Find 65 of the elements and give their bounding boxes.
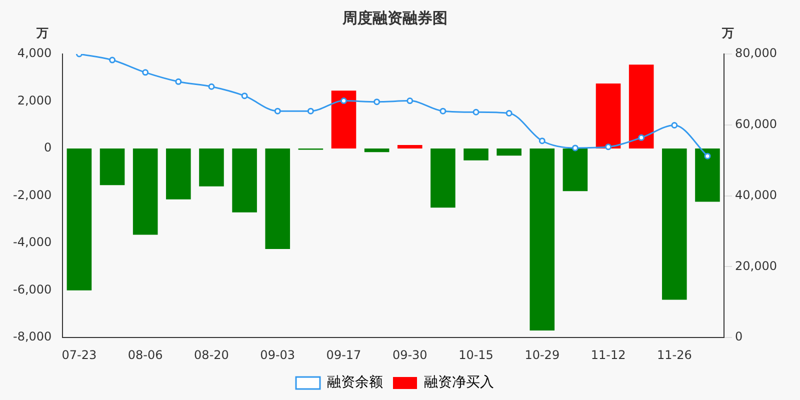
bar <box>265 148 290 249</box>
y-tick-label: -4,000 <box>12 235 52 250</box>
y-axis-title: 万 <box>36 26 49 40</box>
bar <box>232 148 257 212</box>
bar <box>331 90 356 149</box>
x-tick-label: 08-20 <box>194 348 229 362</box>
point <box>208 83 215 90</box>
bar <box>628 64 654 149</box>
point <box>274 108 281 114</box>
x-tick-label: 07-23 <box>62 348 97 362</box>
point <box>704 152 711 160</box>
y-tick-label: 2,000 <box>17 93 52 108</box>
legend-label: 融资净买入 <box>424 374 494 391</box>
chart-title: 周度融资融券图 <box>342 8 448 27</box>
bar <box>562 148 588 192</box>
bar <box>100 148 125 186</box>
point <box>440 108 446 114</box>
y2-tick-label: 40,000 <box>735 188 778 202</box>
y2-tick-label: 0 <box>735 330 743 344</box>
point <box>572 144 578 152</box>
bar <box>199 148 224 186</box>
point <box>638 134 645 141</box>
point <box>506 110 512 116</box>
x-tick-label: 09-03 <box>260 348 296 362</box>
y2-tick-label: 80,000 <box>735 46 778 60</box>
y2-axis-title: 万 <box>721 26 734 40</box>
bar <box>166 148 191 200</box>
legend-label: 融资余额 <box>327 374 383 391</box>
bar <box>66 148 92 290</box>
bar <box>397 144 422 149</box>
x-tick-label: 10-15 <box>458 348 494 362</box>
y-tick-label: -6,000 <box>12 282 52 296</box>
x-tick-label: 10-29 <box>524 348 560 362</box>
bar <box>662 148 687 300</box>
point <box>671 122 678 129</box>
point <box>538 138 546 144</box>
bar <box>596 84 621 149</box>
bar <box>464 148 488 160</box>
point <box>340 98 347 104</box>
x-tick-label: 09-17 <box>326 348 362 362</box>
bar <box>695 148 720 202</box>
point <box>175 78 182 85</box>
y-tick-label: -2,000 <box>12 188 52 202</box>
point <box>142 69 149 76</box>
point <box>374 98 380 106</box>
point <box>472 108 480 116</box>
bar <box>496 148 522 156</box>
y-tick-label: -8,000 <box>12 330 52 344</box>
x-tick-label: 11-26 <box>656 348 692 362</box>
x-tick-label: 11-12 <box>590 348 626 362</box>
point <box>307 108 314 114</box>
y-tick-label: 0 <box>44 140 52 155</box>
bar <box>132 148 158 235</box>
bar <box>364 148 390 152</box>
y2-tick-label: 60,000 <box>735 117 778 132</box>
bar <box>430 148 456 208</box>
point <box>241 92 248 100</box>
bar <box>530 148 555 331</box>
point <box>406 98 414 104</box>
x-tick-label: 08-06 <box>128 348 163 362</box>
y-tick-label: 4,000 <box>17 46 52 60</box>
x-tick-label: 09-30 <box>392 348 428 362</box>
y2-tick-label: 20,000 <box>735 258 778 273</box>
point <box>605 144 612 150</box>
point <box>109 56 116 64</box>
